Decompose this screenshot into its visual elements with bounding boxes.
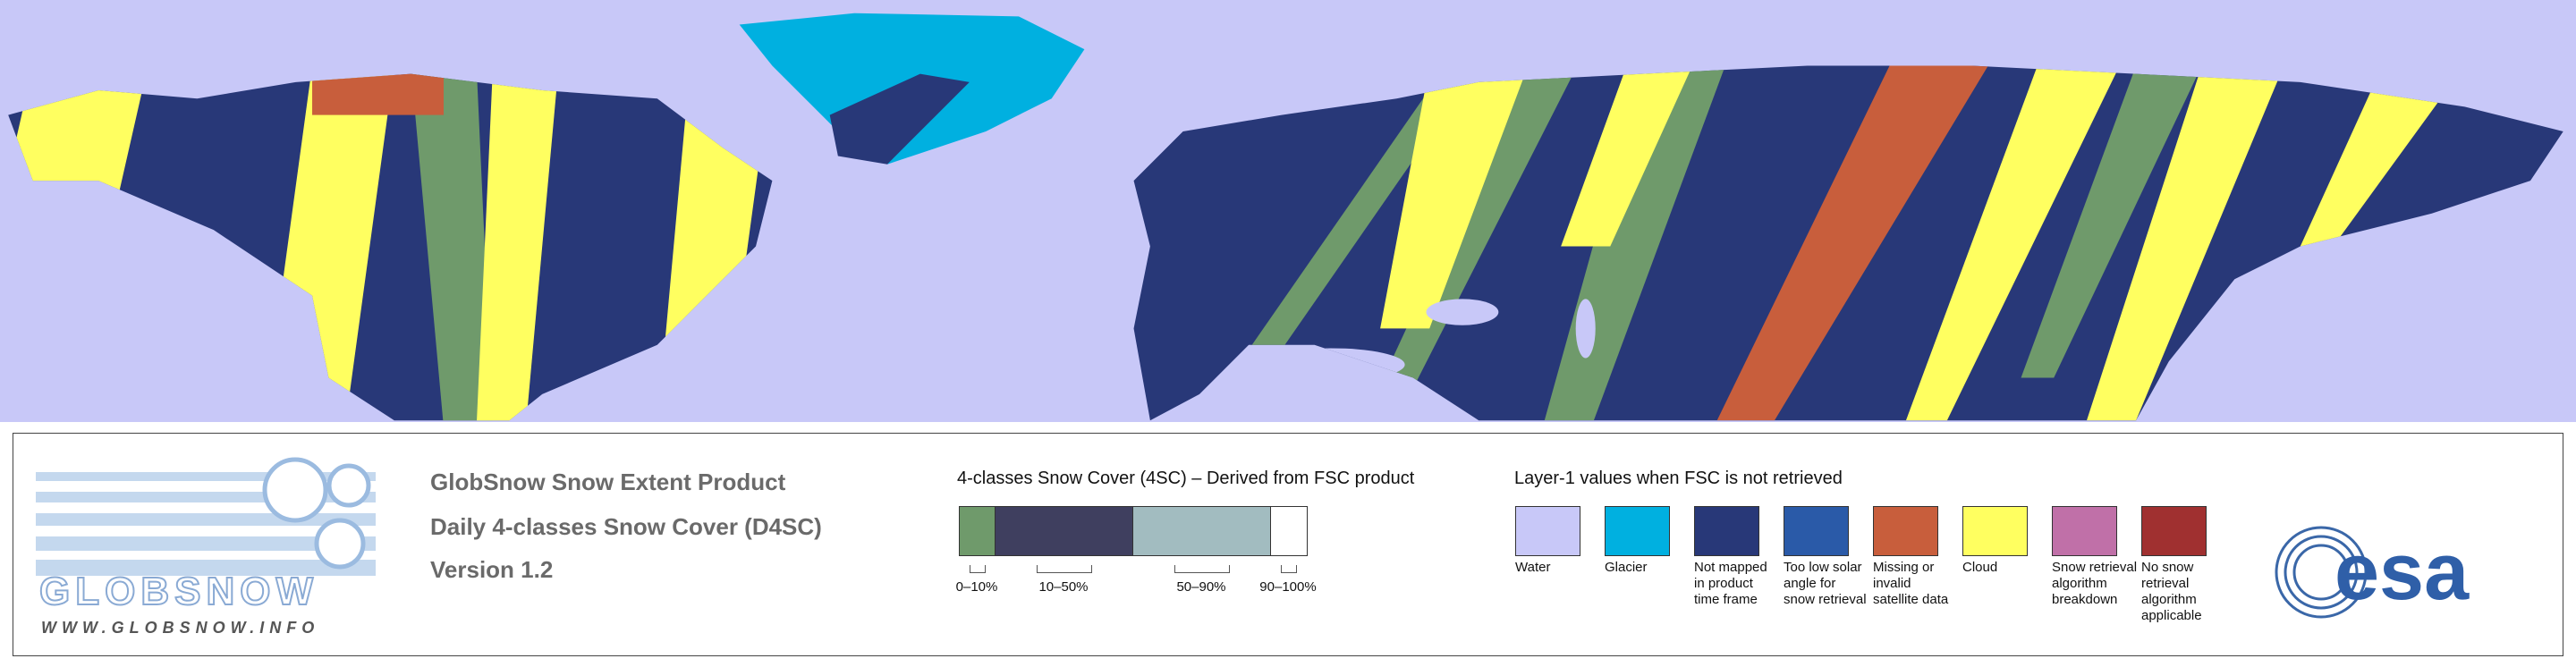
class-swatch — [1132, 506, 1272, 556]
layer-label: Glacier — [1605, 560, 1648, 575]
layer-swatch — [1605, 506, 1670, 556]
class-bracket — [970, 565, 986, 573]
class-label: 10–50% — [1038, 579, 1089, 595]
logo-name: GLOBSNOW — [39, 570, 318, 613]
class-swatch — [1270, 506, 1308, 556]
layer-label: No snow retrieval algorithm applicable — [2141, 560, 2202, 623]
class-label: 50–90% — [1176, 579, 1226, 595]
layer-label: Cloud — [1962, 560, 1998, 575]
layer1-title: Layer-1 values when FSC is not retrieved — [1514, 469, 1843, 488]
class-swatch — [995, 506, 1134, 556]
title: GlobSnow Snow Extent Product — [430, 469, 786, 495]
layer-swatch — [1962, 506, 2028, 556]
layer-label: Too low solar angle for snow retrieval — [1784, 560, 1867, 607]
class-bracket — [1281, 565, 1297, 573]
version: Version 1.2 — [430, 556, 554, 583]
layer-label: Missing or invalid satellite data — [1873, 560, 1949, 607]
layer-label: Not mapped in product time frame — [1694, 560, 1767, 607]
class-bracket — [1037, 565, 1092, 573]
layer-swatch — [1873, 506, 1938, 556]
globsnow-logo: GLOBSNOW WWW.GLOBSNOW.INFO — [36, 457, 376, 637]
class-bracket — [1174, 565, 1230, 573]
legend-panel — [13, 433, 2563, 656]
esa-text: esa — [2334, 528, 2470, 617]
layer-label: Snow retrieval algorithm breakdown — [2052, 560, 2138, 607]
layer-swatch — [1515, 506, 1580, 556]
layer-label: Water — [1515, 560, 1551, 575]
class-swatch — [959, 506, 996, 556]
layer-swatch — [2141, 506, 2207, 556]
layer-swatch — [1784, 506, 1849, 556]
esa-logo: esa — [2275, 526, 2470, 619]
class-label: 0–10% — [955, 579, 998, 595]
class-label: 90–100% — [1259, 579, 1317, 595]
layer-swatch — [2052, 506, 2117, 556]
greenland — [739, 13, 1085, 165]
snow-map — [0, 0, 2576, 422]
layer-swatch — [1694, 506, 1759, 556]
logo-url: WWW.GLOBSNOW.INFO — [41, 619, 319, 637]
snow-cover-title: 4-classes Snow Cover (4SC) – Derived fro… — [957, 469, 1415, 488]
subtitle: Daily 4-classes Snow Cover (D4SC) — [430, 513, 822, 540]
